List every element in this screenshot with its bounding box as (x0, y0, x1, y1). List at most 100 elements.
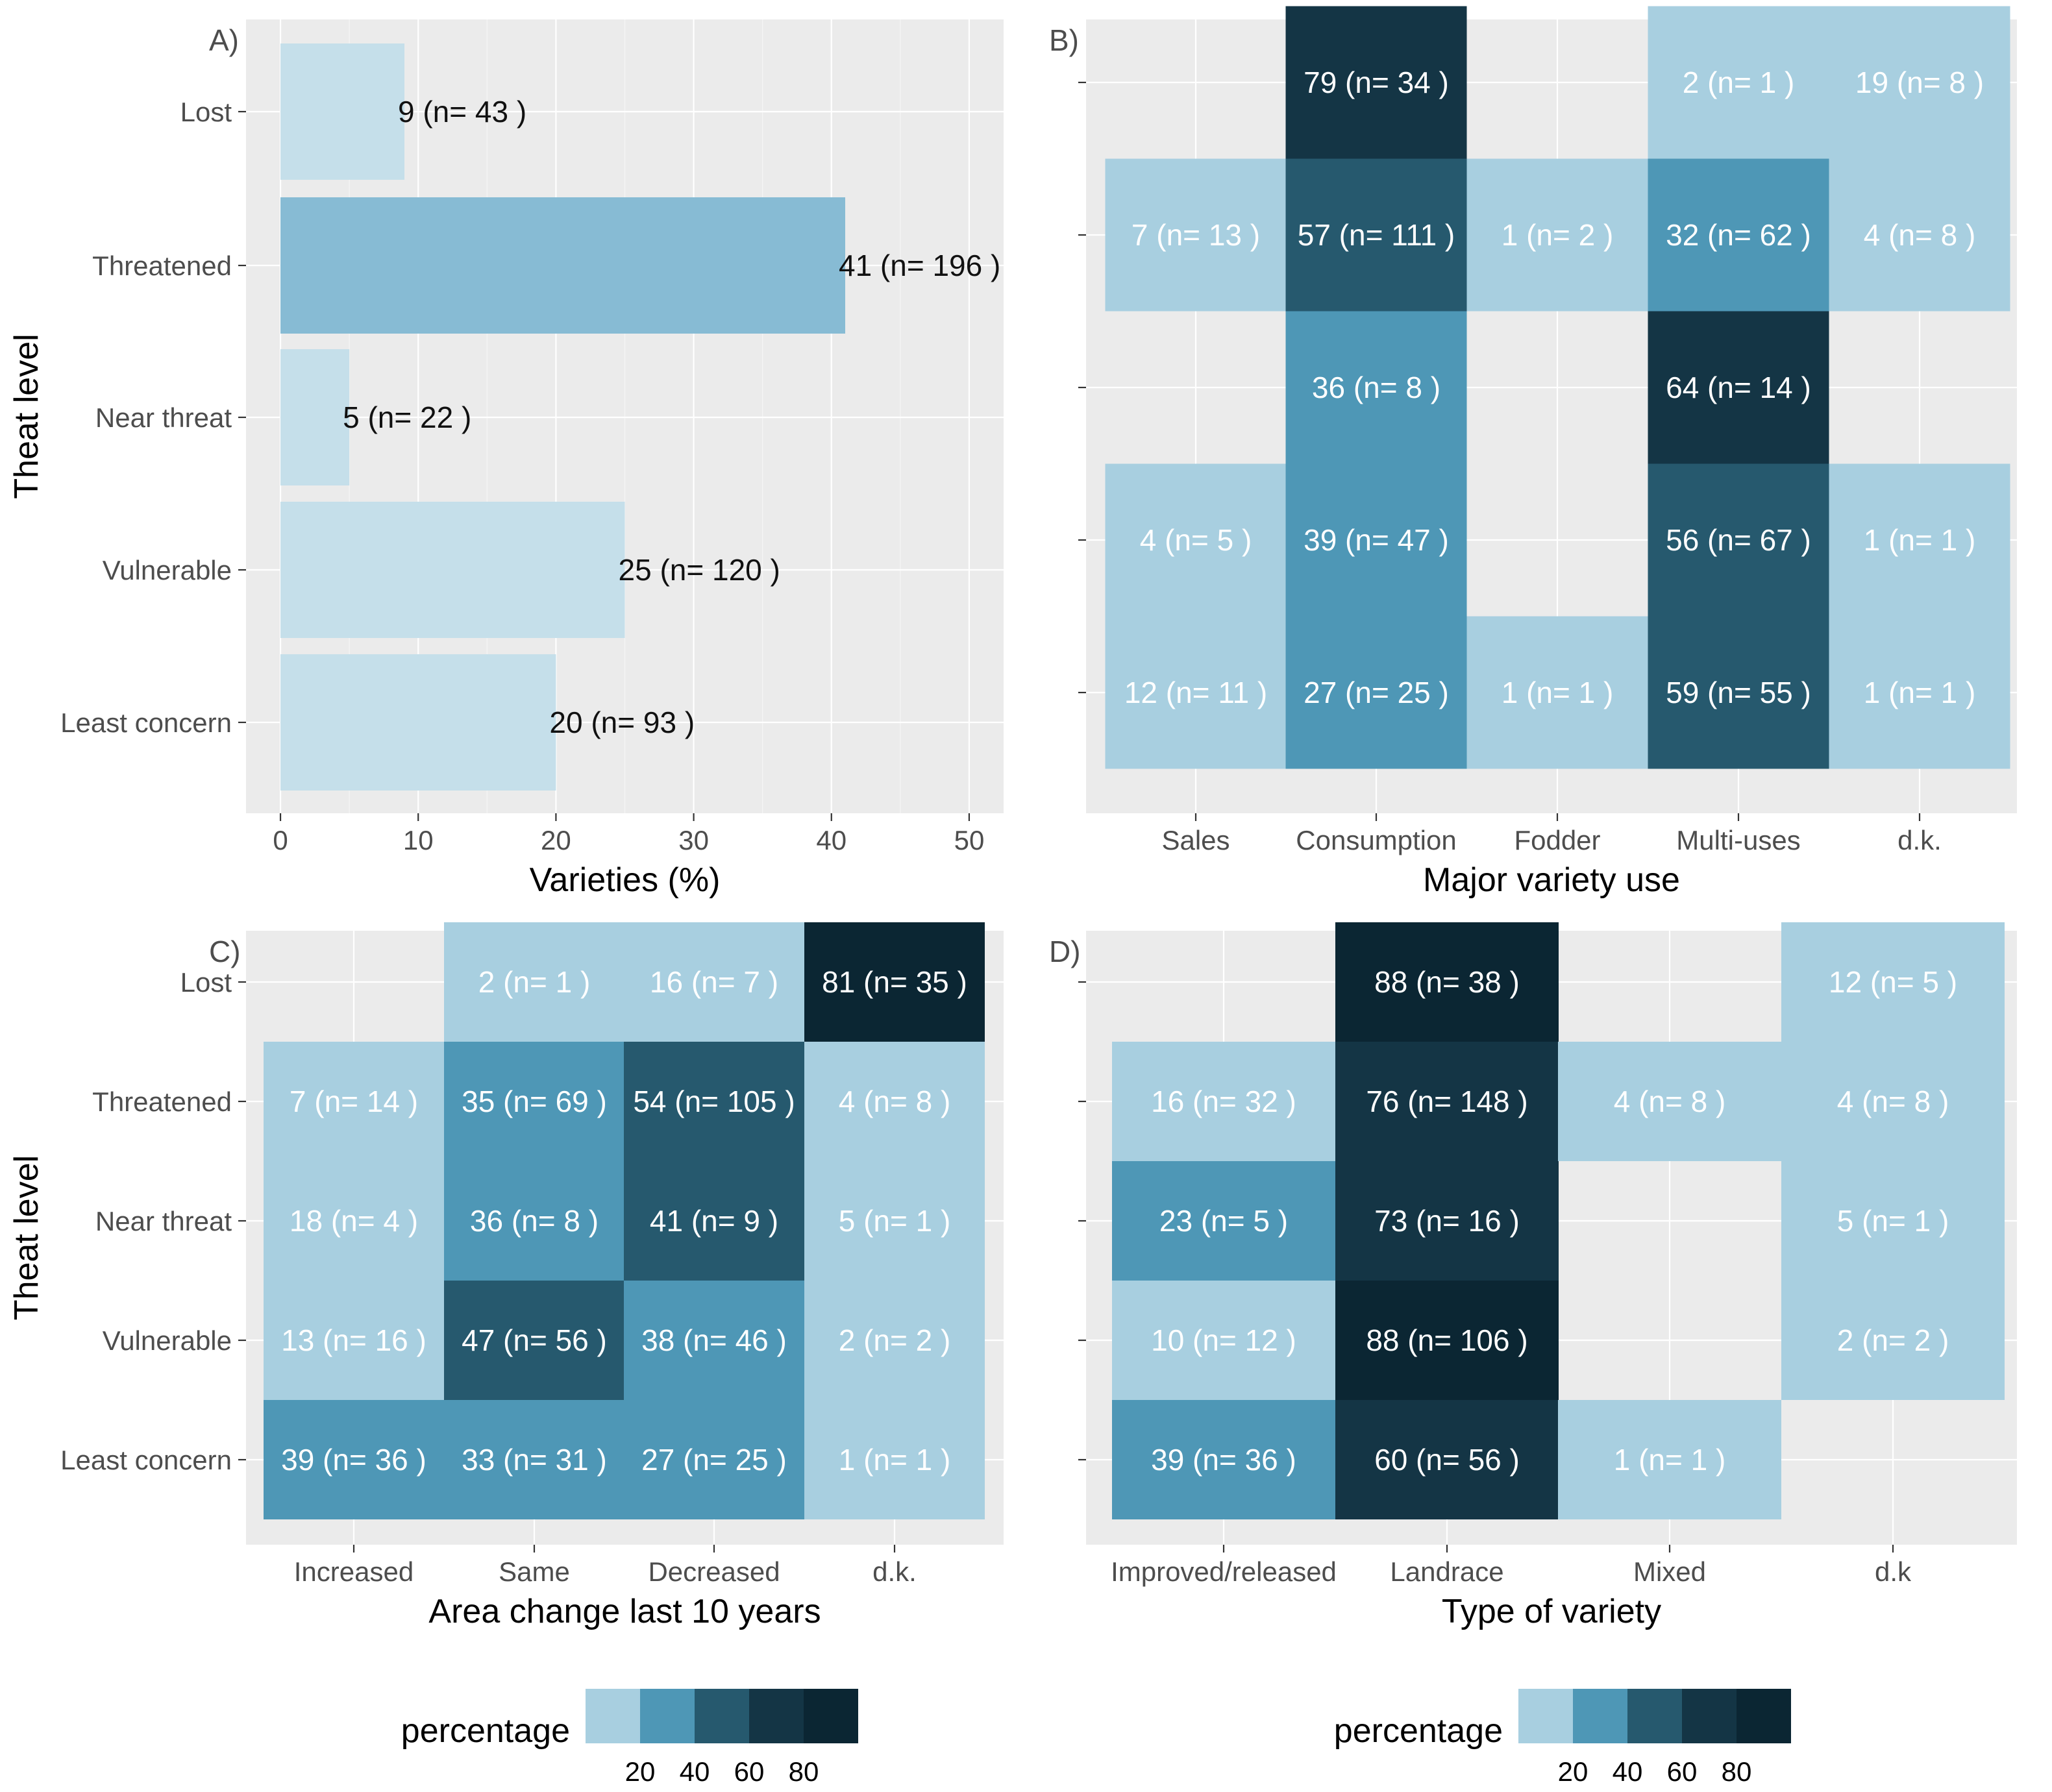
legend-1-tick-label: 80 (789, 1756, 819, 1787)
cell-b-consumption-threatened (1285, 158, 1467, 312)
x-tick-label-c-d-k: d.k. (872, 1556, 917, 1587)
cell-label-d-landrace-vulnerable: 88 (n= 106 ) (1366, 1323, 1527, 1357)
cell-label-c-same-threatened: 35 (n= 69 ) (462, 1085, 607, 1118)
cell-b-multi-uses-least-concern (1648, 616, 1829, 769)
cell-d-mixed-threatened (1558, 1042, 1781, 1161)
bar-label-least-concern: 20 (n= 93 ) (549, 706, 695, 739)
cell-c-increased-near-threat (264, 1161, 444, 1281)
cell-label-b-consumption-vulnerable: 39 (n= 47 ) (1304, 523, 1449, 557)
x-tick-label-b-consumption: Consumption (1296, 825, 1456, 855)
legend-2-swatch (1518, 1689, 1573, 1743)
cell-label-b-d-k-threatened: 4 (n= 8 ) (1864, 218, 1976, 252)
cell-label-c-decreased-near-threat: 41 (n= 9 ) (650, 1204, 778, 1238)
cell-label-d-mixed-threatened: 4 (n= 8 ) (1614, 1085, 1726, 1118)
cell-d-landrace-least-concern (1335, 1400, 1559, 1519)
y-tick-label-c-threatened: Threatened (92, 1086, 232, 1117)
cell-label-d-landrace-lost: 88 (n= 38 ) (1374, 965, 1520, 999)
panel-a-x-tick-label: 30 (678, 825, 709, 855)
cell-label-b-fodder-least-concern: 1 (n= 1 ) (1502, 676, 1614, 709)
y-tick-label-c-least-concern: Least concern (60, 1445, 232, 1475)
cell-b-d-k-threatened (1829, 158, 2010, 312)
cell-c-decreased-threatened (624, 1042, 804, 1161)
cell-label-c-decreased-vulnerable: 38 (n= 46 ) (641, 1323, 787, 1357)
panel-b-x-axis-title: Major variety use (1423, 861, 1680, 899)
cell-label-b-consumption-lost: 79 (n= 34 ) (1304, 66, 1449, 99)
bar-least-concern (280, 654, 556, 791)
cell-label-c-decreased-lost: 16 (n= 7 ) (650, 965, 778, 999)
panel-a-y-axis-title: Theat level (8, 334, 45, 498)
cell-c-decreased-vulnerable (624, 1281, 804, 1400)
cell-d-d-k-threatened (1781, 1042, 2005, 1161)
cell-d-improved-released-threatened (1112, 1042, 1335, 1161)
cell-label-b-sales-least-concern: 12 (n= 11 ) (1124, 676, 1267, 709)
cell-label-c-d-k-least-concern: 1 (n= 1 ) (839, 1443, 951, 1477)
cell-d-mixed-least-concern (1558, 1400, 1781, 1519)
cell-c-same-least-concern (444, 1400, 624, 1519)
cell-label-b-d-k-vulnerable: 1 (n= 1 ) (1864, 523, 1976, 557)
cell-c-same-near-threat (444, 1161, 624, 1281)
cell-label-d-improved-released-threatened: 16 (n= 32 ) (1151, 1085, 1296, 1118)
bar-vulnerable (280, 502, 625, 638)
cell-b-sales-least-concern (1105, 616, 1287, 769)
cell-d-improved-released-vulnerable (1112, 1281, 1335, 1400)
legend-1-title: percentage (401, 1712, 570, 1750)
cell-d-d-k-vulnerable (1781, 1281, 2005, 1400)
x-tick-label-c-same: Same (499, 1556, 570, 1587)
cell-b-consumption-least-concern (1285, 616, 1467, 769)
legend-1-swatch (586, 1689, 640, 1743)
cell-d-landrace-near-threat (1335, 1161, 1559, 1281)
x-tick-label-b-d-k: d.k. (1897, 825, 1942, 855)
cell-label-c-same-lost: 2 (n= 1 ) (478, 965, 591, 999)
cell-b-fodder-least-concern (1466, 616, 1648, 769)
cell-c-d-k-least-concern (804, 1400, 985, 1519)
cell-d-improved-released-near-threat (1112, 1161, 1335, 1281)
cell-b-sales-vulnerable (1105, 463, 1287, 617)
y-tick-label-c-lost: Lost (180, 967, 232, 998)
cell-label-c-decreased-least-concern: 27 (n= 25 ) (641, 1443, 787, 1477)
cell-label-d-d-k-vulnerable: 2 (n= 2 ) (1837, 1323, 1949, 1357)
cell-label-d-improved-released-near-threat: 23 (n= 5 ) (1159, 1204, 1288, 1238)
x-tick-label-b-fodder: Fodder (1514, 825, 1600, 855)
x-tick-label-d-d-k: d.k (1875, 1556, 1912, 1587)
cell-label-c-d-k-vulnerable: 2 (n= 2 ) (839, 1323, 951, 1357)
cell-b-fodder-threatened (1466, 158, 1648, 312)
x-tick-label-b-sales: Sales (1161, 825, 1230, 855)
y-tick-label-lost: Lost (180, 97, 232, 127)
panel-a-x-axis-title: Varieties (%) (530, 861, 721, 899)
y-tick-label-vulnerable: Vulnerable (103, 555, 232, 585)
cell-c-decreased-near-threat (624, 1161, 804, 1281)
cell-c-increased-threatened (264, 1042, 444, 1161)
panel-c-y-axis-title: Theat level (8, 1155, 45, 1320)
cell-label-c-increased-threatened: 7 (n= 14 ) (290, 1085, 418, 1118)
cell-b-multi-uses-vulnerable (1648, 463, 1829, 617)
panel-a: 0 10 20 30 40 50 9 (n= 43 ) Lost 41 (n= 196 ) Thr… (8, 19, 1004, 899)
cell-label-c-same-vulnerable: 47 (n= 56 ) (462, 1323, 607, 1357)
cell-b-consumption-lost (1285, 6, 1467, 159)
cell-d-d-k-lost (1781, 922, 2005, 1042)
legend-1-swatch (695, 1689, 749, 1743)
cell-label-c-increased-vulnerable: 13 (n= 16 ) (281, 1323, 426, 1357)
legend-2-swatch (1682, 1689, 1737, 1743)
cell-label-d-d-k-near-threat: 5 (n= 1 ) (1837, 1204, 1949, 1238)
legend-2: 20 40 60 80 percentage (1334, 1689, 1791, 1787)
y-tick-label-c-near-threat: Near threat (95, 1206, 232, 1236)
panel-c: 2 (n= 1 ) 16 (n= 7 ) 81 (n= 35 ) 7 (n= 14 )… (8, 922, 1004, 1630)
panel-a-tag: A) (209, 23, 239, 57)
cell-label-b-d-k-least-concern: 1 (n= 1 ) (1864, 676, 1976, 709)
cell-label-b-sales-threatened: 7 (n= 13 ) (1131, 218, 1260, 252)
legend-1-swatch (804, 1689, 858, 1743)
cell-c-same-vulnerable (444, 1281, 624, 1400)
legend-2-swatch (1573, 1689, 1627, 1743)
cell-label-b-fodder-threatened: 1 (n= 2 ) (1502, 218, 1614, 252)
x-tick-label-b-multi-uses: Multi-uses (1676, 825, 1800, 855)
x-tick-label-d-improved-released: Improved/released (1111, 1556, 1337, 1587)
y-tick-label-threatened: Threatened (92, 251, 232, 281)
cell-c-d-k-near-threat (804, 1161, 985, 1281)
legend-1-tick-label: 60 (734, 1756, 765, 1787)
x-tick-label-d-landrace: Landrace (1390, 1556, 1503, 1587)
legend-1-swatch (640, 1689, 695, 1743)
cell-d-landrace-vulnerable (1335, 1281, 1559, 1400)
bar-label-lost: 9 (n= 43 ) (398, 95, 526, 129)
cell-label-d-landrace-threatened: 76 (n= 148 ) (1366, 1085, 1527, 1118)
y-tick-label-c-vulnerable: Vulnerable (103, 1325, 232, 1356)
